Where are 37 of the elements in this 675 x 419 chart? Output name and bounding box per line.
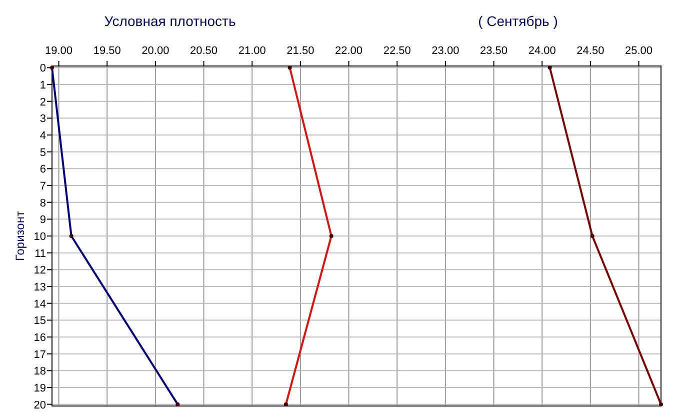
chart-subtitle: ( Сентябрь ) — [478, 13, 558, 29]
x-tick-label: 21.50 — [286, 45, 314, 57]
y-tick-label: 1 — [40, 80, 46, 92]
y-tick-label: 19 — [34, 382, 46, 394]
y-tick-label: 15 — [34, 315, 46, 328]
y-tick-label: 12 — [34, 264, 46, 277]
x-tick-label: 19.00 — [45, 45, 73, 57]
x-tick-label: 20.50 — [190, 45, 218, 57]
y-axis-title: Горизонт — [13, 210, 27, 261]
x-tick-label: 22.00 — [335, 45, 363, 57]
x-tick-label: 19.50 — [93, 45, 121, 57]
x-tick-label: 24.50 — [576, 45, 604, 57]
y-tick-label: 14 — [34, 298, 46, 310]
y-tick-label: 17 — [34, 348, 46, 361]
y-tick-label: 18 — [34, 366, 46, 378]
x-tick-label: 23.50 — [480, 45, 508, 57]
x-tick-label: 22.50 — [383, 45, 411, 57]
x-tick-label: 23.00 — [432, 45, 460, 57]
x-tick-label: 24.00 — [528, 45, 556, 57]
y-tick-label: 20 — [34, 399, 46, 412]
y-tick-label: 9 — [40, 214, 46, 226]
y-tick-label: 4 — [40, 130, 46, 142]
chart-title: Условная плотность — [104, 13, 236, 29]
y-tick-label: 10 — [34, 231, 46, 243]
y-tick-label: 7 — [40, 180, 46, 193]
x-tick-label: 20.00 — [142, 45, 170, 57]
y-tick-label: 5 — [40, 146, 46, 159]
x-tick-label: 25.00 — [625, 45, 653, 57]
y-tick-label: 2 — [40, 96, 46, 108]
y-tick-label: 6 — [40, 164, 46, 176]
y-tick-label: 8 — [40, 197, 46, 210]
y-tick-label: 3 — [40, 113, 46, 126]
y-tick-label: 11 — [34, 248, 46, 260]
y-tick-label: 16 — [34, 332, 46, 344]
x-tick-label: 21.00 — [238, 45, 266, 57]
y-tick-label: 0 — [40, 62, 46, 75]
y-tick-label: 13 — [34, 281, 46, 294]
